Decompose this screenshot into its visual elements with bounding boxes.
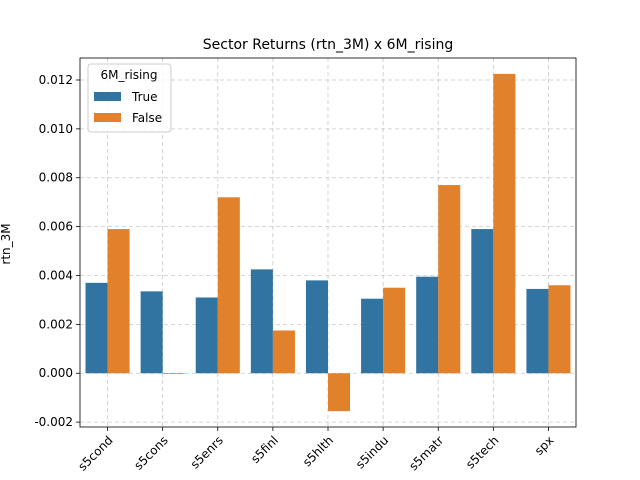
y-tick-label: 0.006 xyxy=(39,220,73,234)
y-tick-label: 0.004 xyxy=(39,268,73,282)
y-tick-label: 0.008 xyxy=(39,171,73,185)
bar-s5cond-true xyxy=(85,282,108,374)
y-tick-label: 0.012 xyxy=(39,73,73,87)
bar-s5finl-true xyxy=(250,269,273,374)
bar-s5cons-true xyxy=(140,291,163,374)
bar-s5hlth-true xyxy=(305,280,328,374)
legend-swatch-true xyxy=(94,92,121,101)
y-tick-label: 0.010 xyxy=(39,122,73,136)
bar-s5cons-false xyxy=(162,373,185,375)
bar-s5cond-false xyxy=(107,229,130,374)
bar-s5hlth-false xyxy=(328,373,351,412)
legend-title: 6M_rising xyxy=(100,68,157,82)
y-tick-label: 0.000 xyxy=(39,366,73,380)
bar-s5enrs-false xyxy=(217,197,240,374)
y-axis-title: rtn_3M xyxy=(0,223,13,264)
legend-label-false: False xyxy=(132,111,162,125)
bar-s5indu-true xyxy=(361,298,384,374)
bar-s5finl-false xyxy=(272,330,295,374)
legend: 6M_rising True False xyxy=(87,63,172,133)
bar-spx-false xyxy=(548,285,571,374)
chart-title: Sector Returns (rtn_3M) x 6M_rising xyxy=(203,37,453,53)
bars xyxy=(85,73,571,412)
bar-s5enrs-true xyxy=(195,297,218,374)
y-tick-label: -0.002 xyxy=(34,415,73,429)
bar-s5matr-true xyxy=(416,276,439,374)
bar-s5matr-false xyxy=(438,185,461,374)
bar-s5tech-true xyxy=(471,229,494,374)
legend-swatch-false xyxy=(94,113,121,122)
plot-frame xyxy=(79,57,577,428)
legend-label-true: True xyxy=(131,90,158,104)
y-tick-label: 0.002 xyxy=(39,317,73,331)
bar-spx-true xyxy=(526,288,549,374)
bar-s5indu-false xyxy=(383,287,406,374)
bar-s5tech-false xyxy=(493,73,516,374)
